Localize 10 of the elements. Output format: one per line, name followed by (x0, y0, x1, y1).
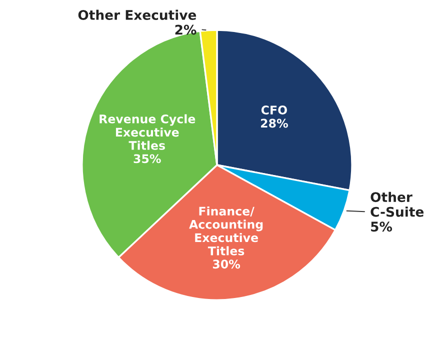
slice-label: CFO (261, 106, 287, 114)
data-label: 5% (371, 222, 392, 232)
data-label: 35% (134, 154, 161, 164)
slice-label: Other C-Suite (370, 192, 424, 217)
slice-label: Revenue Cycle Executive Titles (100, 114, 196, 150)
slice-label: Other Executive (78, 10, 196, 20)
data-label: 2% (175, 24, 196, 35)
slice-label: Finance/ Accounting Executive Titles (189, 206, 263, 256)
data-label: 28% (261, 118, 288, 128)
data-label: 30% (212, 260, 240, 269)
